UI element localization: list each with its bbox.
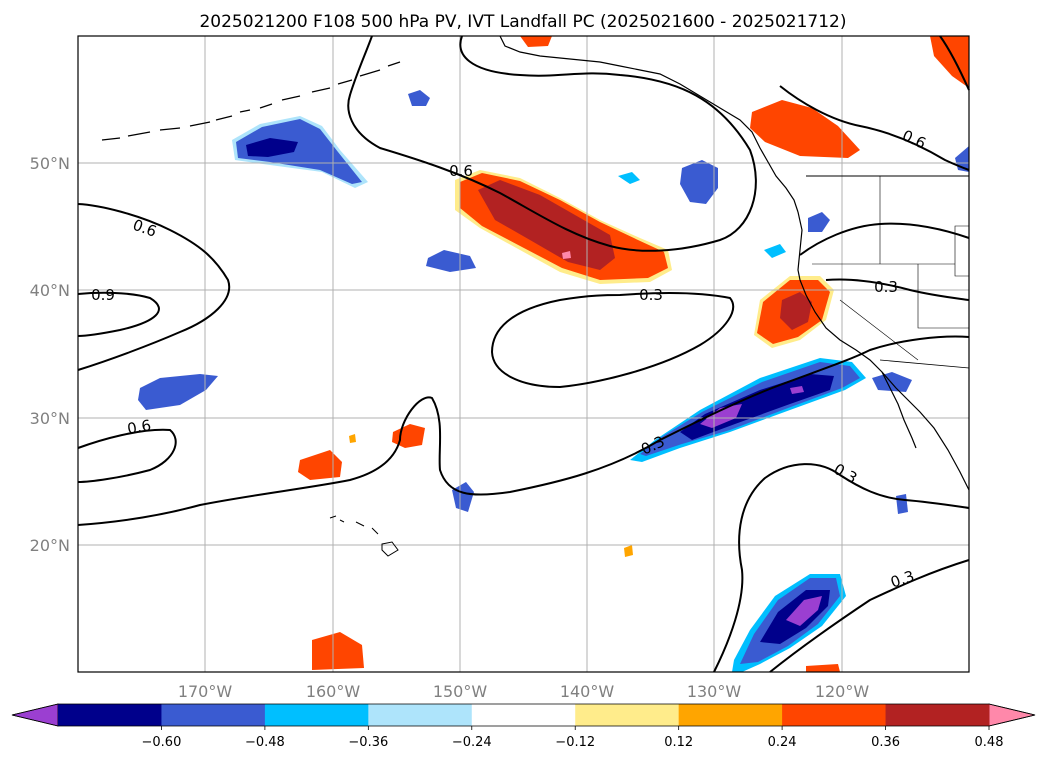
negative-anomaly-subtropical-band-peak	[700, 404, 742, 428]
contour-label: 0.9	[91, 286, 115, 304]
contour-0.6-sw	[77, 428, 177, 483]
positive-anomaly-california-core	[780, 292, 812, 330]
colorbar-tick-label: 0.12	[664, 735, 693, 750]
positive-anomaly-tiny	[349, 434, 356, 443]
negative-anomaly-hawaii	[452, 482, 474, 512]
us-mexico-border	[879, 359, 970, 369]
contour-0.6-ne	[779, 85, 970, 171]
negative-anomaly-west-pacific-blue	[236, 119, 362, 184]
negative-anomaly-central	[426, 250, 476, 272]
negative-anomaly-subtropical-band-peak-2	[790, 386, 804, 394]
contour-0.9	[77, 291, 160, 337]
state-border-1	[812, 176, 969, 361]
contour-0.3-southeast	[769, 559, 970, 673]
colorbar-tick-label: 0.36	[871, 735, 900, 750]
colorbar-bin	[471, 704, 576, 726]
contour-0.6-oregon	[799, 222, 970, 256]
negative-anomaly-baja	[872, 372, 912, 392]
negative-anomaly-bc	[680, 160, 718, 204]
longitude-ticks: 170°W 160°W 150°W 140°W 130°W 120°W	[178, 682, 870, 701]
colorbar-tick-label: −0.24	[452, 735, 492, 750]
graticule	[78, 36, 969, 672]
contour-nw-corner	[939, 35, 970, 91]
colorbar-bin	[368, 704, 473, 726]
colorbar-tick-label: −0.60	[142, 735, 182, 750]
lon-tick: 150°W	[433, 682, 488, 701]
contour-0.3-east-pacific	[490, 292, 735, 389]
colorbar-bin	[264, 704, 369, 726]
baja-coast	[881, 371, 917, 449]
positive-anomaly-gulf-of-alaska-core	[478, 180, 615, 270]
positive-anomaly-small-2	[624, 545, 633, 557]
positive-anomaly-bc-coast	[750, 100, 860, 158]
colorbar-tick-label: −0.36	[348, 735, 388, 750]
contour-0.6-west	[77, 203, 231, 371]
colorbar-extend-high	[988, 703, 1036, 727]
lon-tick: 120°W	[815, 682, 870, 701]
colorbar-tick-label: 0.48	[975, 735, 1004, 750]
colorbar-tick-label: 0.24	[768, 735, 797, 750]
lon-tick: 130°W	[687, 682, 742, 701]
contour-label: 0.6	[449, 162, 473, 180]
contour-0.3-south	[77, 335, 970, 526]
negative-anomaly-small-coast	[764, 244, 786, 258]
negative-anomaly-north-small	[408, 90, 430, 106]
colorbar-bin	[161, 704, 266, 726]
hawaii-islands	[329, 515, 399, 557]
alaska-coast	[499, 35, 799, 213]
lon-tick: 140°W	[560, 682, 615, 701]
positive-anomaly-nw-corner	[930, 36, 969, 88]
lat-tick: 30°N	[30, 409, 70, 428]
negative-anomaly-oregon	[808, 212, 830, 232]
contour-label: 0.3	[874, 278, 898, 296]
canada-coast	[797, 211, 970, 491]
lat-tick: 20°N	[30, 536, 70, 555]
figure-title: 2025021200 F108 500 hPa PV, IVT Landfall…	[199, 12, 846, 32]
positive-anomaly-south	[312, 632, 364, 670]
contour-0.3-ne	[825, 278, 970, 301]
colorbar-bin	[575, 704, 680, 726]
colorbar-extend-low	[11, 703, 59, 727]
positive-anomaly-hawaii-nw	[298, 450, 342, 480]
contour-0.6-north	[347, 35, 757, 252]
negative-anomaly-south-pacific-peak	[786, 596, 822, 626]
negative-anomaly-west-pacific-core	[246, 138, 298, 157]
lat-tick: 40°N	[30, 281, 70, 300]
negative-anomaly-mid-west	[138, 374, 218, 410]
colorbar-frame	[11, 703, 1036, 727]
map-frame	[77, 35, 970, 673]
latitude-ticks: 50°N 40°N 30°N 20°N	[30, 154, 70, 555]
contour-0.3-se	[713, 463, 970, 673]
aleutian-islands	[101, 61, 401, 141]
positive-anomaly-north-edge	[520, 36, 552, 47]
negative-anomaly-small-ne	[618, 172, 640, 184]
contour-label: 0.6	[126, 416, 153, 438]
lat-tick: 50°N	[30, 154, 70, 173]
coastlines	[101, 35, 970, 557]
negative-anomaly-south-small	[896, 494, 908, 514]
colorbar-tick-label: −0.48	[245, 735, 285, 750]
map-panel: 0.6 0.6 0.9 0.3 0.3 0.3 0.6 0.3 0.3 0.6	[77, 35, 970, 673]
colorbar: −0.60 −0.48 −0.36 −0.24 −0.12 0.12 0.24 0.36 0.4…	[11, 703, 1036, 750]
pv-contours	[77, 35, 970, 673]
contour-label: 0.3	[639, 286, 663, 304]
colorbar-tick-label: −0.12	[555, 735, 595, 750]
colorbar-bin	[678, 704, 783, 726]
colorbar-bin	[782, 704, 887, 726]
colorbar-bin	[58, 704, 162, 726]
lon-tick: 160°W	[306, 682, 361, 701]
lon-tick: 170°W	[178, 682, 233, 701]
positive-anomaly-gulf-of-alaska-peak	[562, 251, 571, 259]
positive-anomaly-south-edge	[806, 664, 840, 672]
colorbar-bin	[885, 704, 990, 726]
